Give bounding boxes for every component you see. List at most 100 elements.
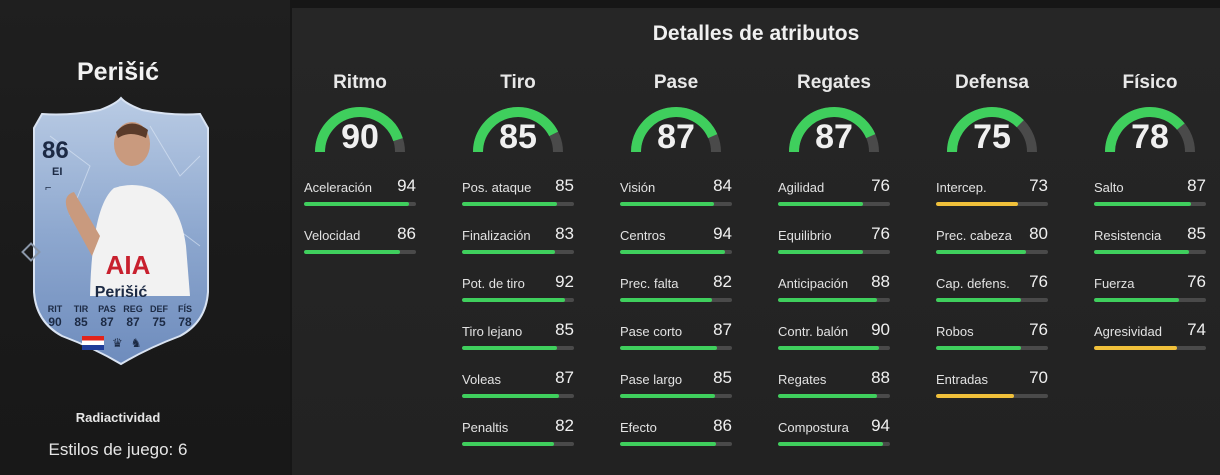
attribute-row[interactable]: Prec. falta 82	[620, 272, 732, 308]
attribute-row[interactable]: Robos 76	[936, 320, 1048, 356]
card-stat-label: TIR	[73, 304, 89, 314]
attribute-name: Voleas	[462, 372, 502, 387]
card-stat-value: 87	[100, 315, 114, 329]
attribute-name: Contr. balón	[778, 324, 849, 339]
attribute-row[interactable]: Prec. cabeza 80	[936, 224, 1048, 260]
attribute-value: 88	[871, 272, 890, 291]
attribute-value: 94	[713, 224, 732, 243]
attributes-panel	[292, 8, 1220, 475]
category-4: Defensa 75	[936, 72, 1048, 160]
tottenham-icon: ♞	[130, 336, 142, 350]
attribute-name: Prec. cabeza	[936, 228, 1012, 243]
premier-league-icon: ♛	[112, 336, 123, 350]
attribute-row[interactable]: Pos. ataque 85	[462, 176, 574, 212]
attribute-row[interactable]: Intercep. 73	[936, 176, 1048, 212]
attribute-row[interactable]: Efecto 86	[620, 416, 732, 452]
attribute-row[interactable]: Pase largo 85	[620, 368, 732, 404]
attribute-value: 87	[555, 368, 574, 387]
card-stats: RIT 90 TIR 85 PAS 87 REG 87 DEF 75 FÍS 78	[44, 304, 196, 329]
attribute-name: Penaltis	[462, 420, 509, 435]
attribute-row[interactable]: Visión 84	[620, 176, 732, 212]
attribute-value: 84	[713, 176, 732, 195]
card-badges: ♛ ♞	[82, 336, 142, 350]
gauge-arc	[789, 107, 879, 153]
attribute-bar	[620, 298, 732, 302]
attribute-bar	[462, 394, 574, 398]
attribute-value: 87	[1187, 176, 1206, 195]
attribute-bar	[304, 202, 416, 206]
card-stat-value: 90	[48, 315, 62, 329]
attribute-row[interactable]: Contr. balón 90	[778, 320, 890, 356]
attribute-row[interactable]: Agresividad 74	[1094, 320, 1206, 356]
category-rating: 87	[657, 118, 695, 156]
attribute-bar-fill	[1094, 202, 1192, 206]
attribute-bar-fill	[936, 202, 1018, 206]
attribute-row[interactable]: Anticipación 88	[778, 272, 890, 308]
attribute-name: Equilibrio	[778, 228, 832, 243]
attribute-bar-fill	[1094, 346, 1177, 350]
attribute-value: 80	[1029, 224, 1048, 243]
attribute-row[interactable]: Velocidad 86	[304, 224, 416, 260]
category-5: Físico 78	[1094, 72, 1206, 160]
attribute-row[interactable]: Finalización 83	[462, 224, 574, 260]
gauge-fill	[631, 107, 718, 153]
attribute-value: 94	[871, 416, 890, 435]
attribute-row[interactable]: Penaltis 82	[462, 416, 574, 452]
attribute-bar	[1094, 202, 1206, 206]
attribute-bar-fill	[778, 250, 864, 254]
attribute-row[interactable]: Regates 88	[778, 368, 890, 404]
card-stat: RIT 90	[44, 304, 66, 329]
attribute-bar	[1094, 346, 1206, 350]
attribute-value: 86	[713, 416, 732, 435]
attribute-row[interactable]: Equilibrio 76	[778, 224, 890, 260]
attribute-name: Intercep.	[936, 180, 987, 195]
attribute-bar-fill	[620, 298, 712, 302]
attribute-row[interactable]: Resistencia 85	[1094, 224, 1206, 260]
attribute-value: 76	[1029, 320, 1048, 339]
category-1: Tiro 85	[462, 72, 574, 160]
attribute-bar-fill	[304, 250, 401, 254]
attribute-row[interactable]: Agilidad 76	[778, 176, 890, 212]
attribute-bar-fill	[1094, 250, 1190, 254]
attribute-row[interactable]: Salto 87	[1094, 176, 1206, 212]
attribute-bar-fill	[936, 346, 1022, 350]
attribute-bar	[620, 394, 732, 398]
attribute-bar	[462, 298, 574, 302]
playstyles-count[interactable]: Estilos de juego: 6	[48, 440, 188, 459]
attribute-name: Pos. ataque	[462, 180, 532, 195]
attribute-value: 76	[871, 224, 890, 243]
attribute-row[interactable]: Compostura 94	[778, 416, 890, 452]
card-stat: TIR 85	[70, 304, 92, 329]
attribute-value: 86	[397, 224, 416, 243]
attribute-bar-fill	[936, 250, 1026, 254]
card-stat-label: RIT	[47, 304, 63, 314]
attribute-row[interactable]: Centros 94	[620, 224, 732, 260]
attribute-row[interactable]: Entradas 70	[936, 368, 1048, 404]
attribute-bar-fill	[778, 298, 877, 302]
attribute-name: Salto	[1094, 180, 1124, 195]
attribute-name: Centros	[620, 228, 666, 243]
attribute-row[interactable]: Pot. de tiro 92	[462, 272, 574, 308]
category-rating: 85	[499, 118, 537, 156]
attribute-row[interactable]: Aceleración 94	[304, 176, 416, 212]
attribute-row[interactable]: Cap. defens. 76	[936, 272, 1048, 308]
category-name: Físico	[1122, 72, 1178, 93]
attribute-name: Robos	[936, 324, 974, 339]
attribute-row[interactable]: Tiro lejano 85	[462, 320, 574, 356]
attribute-bar	[936, 250, 1048, 254]
svg-text:AIA: AIA	[106, 250, 151, 280]
card-stat: REG 87	[122, 304, 144, 329]
attribute-bar	[778, 202, 890, 206]
attribute-name: Compostura	[778, 420, 849, 435]
attribute-name: Anticipación	[778, 276, 849, 291]
attribute-name: Aceleración	[304, 180, 372, 195]
attribute-name: Pase corto	[620, 324, 683, 339]
attribute-name: Pot. de tiro	[462, 276, 525, 291]
attribute-row[interactable]: Voleas 87	[462, 368, 574, 404]
attribute-row[interactable]: Fuerza 76	[1094, 272, 1206, 308]
attribute-row[interactable]: Pase corto 87	[620, 320, 732, 356]
attribute-bar-fill	[936, 394, 1015, 398]
attribute-name: Prec. falta	[620, 276, 679, 291]
croatia-flag-icon	[82, 336, 104, 350]
attribute-bar	[778, 346, 890, 350]
